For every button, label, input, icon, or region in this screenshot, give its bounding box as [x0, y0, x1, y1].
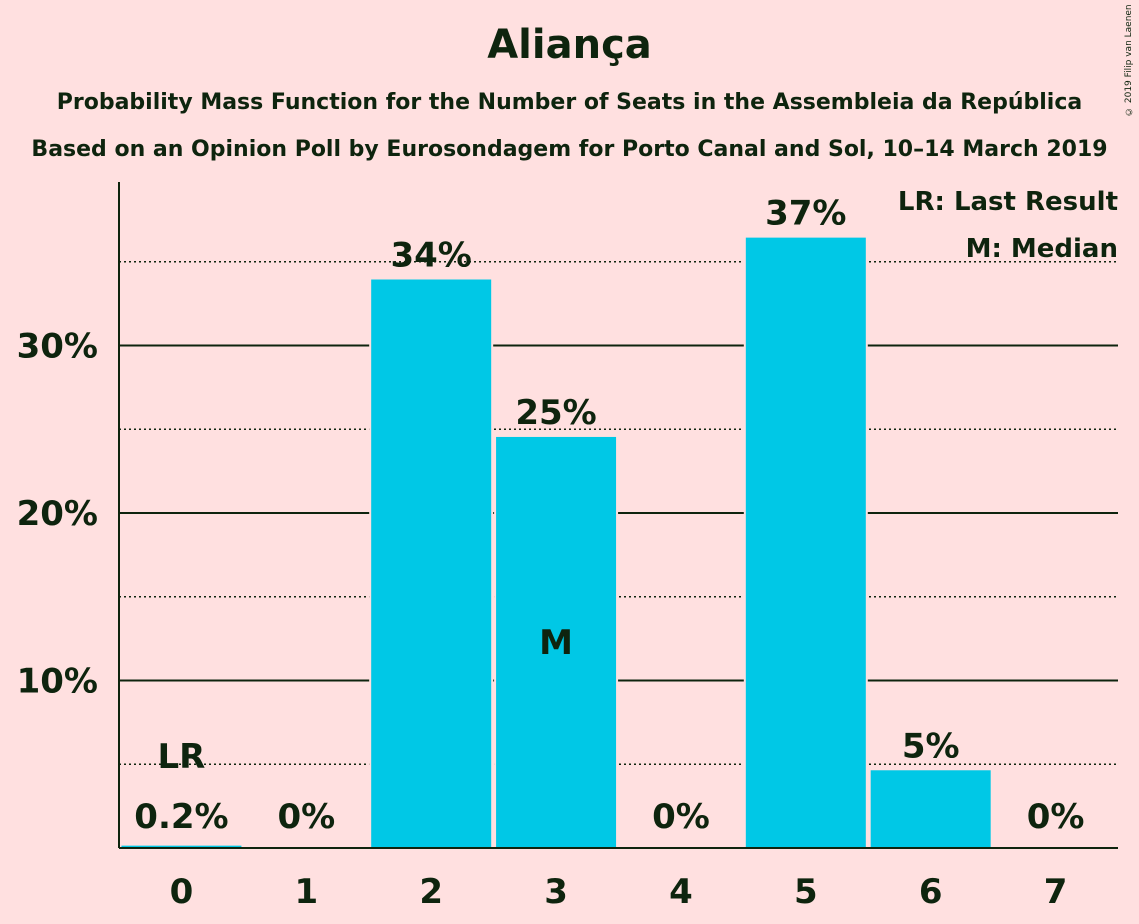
- data-label: 0%: [652, 797, 710, 837]
- x-tick-label: 7: [1044, 872, 1068, 912]
- bar: [743, 235, 868, 849]
- data-label: 37%: [765, 194, 846, 234]
- x-tick-label: 1: [294, 872, 318, 912]
- x-tick-label: 0: [170, 872, 194, 912]
- bar: [868, 768, 993, 850]
- bar: [494, 434, 619, 849]
- data-label: 0.2%: [134, 797, 228, 837]
- data-label: 25%: [515, 393, 596, 433]
- median-marker: M: [539, 623, 573, 663]
- data-label: 0%: [1027, 797, 1085, 837]
- data-label: 5%: [902, 726, 960, 766]
- chart-subtitle: Probability Mass Function for the Number…: [56, 90, 1083, 115]
- y-tick-label: 20%: [17, 494, 98, 534]
- y-tick-label: 30%: [17, 327, 98, 367]
- x-tick-label: 4: [669, 872, 693, 912]
- bar: [369, 277, 494, 849]
- data-label: 0%: [277, 797, 335, 837]
- last-result-marker: LR: [158, 737, 206, 777]
- x-tick-label: 5: [794, 872, 818, 912]
- chart-source: Based on an Opinion Poll by Eurosondagem…: [31, 137, 1108, 162]
- y-tick-label: 10%: [17, 662, 98, 702]
- x-tick-label: 3: [544, 872, 568, 912]
- legend-median: M: Median: [966, 234, 1118, 264]
- chart-title: Aliança: [487, 22, 652, 68]
- x-tick-label: 6: [919, 872, 943, 912]
- x-tick-label: 2: [419, 872, 443, 912]
- legend-last-result: LR: Last Result: [898, 187, 1118, 217]
- data-label: 34%: [390, 236, 471, 276]
